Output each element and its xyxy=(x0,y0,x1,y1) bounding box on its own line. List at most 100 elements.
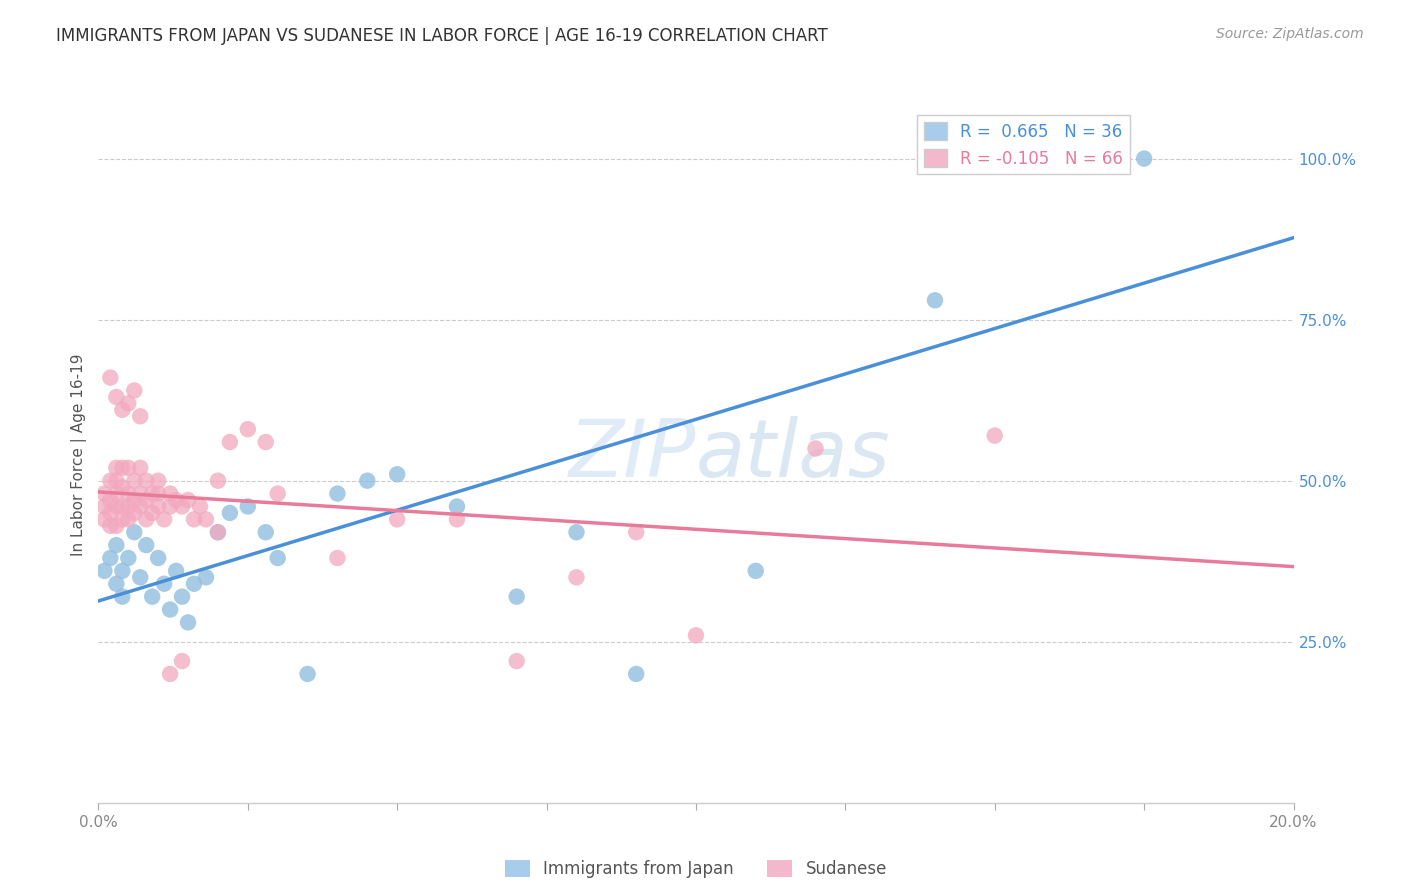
Point xyxy=(124,474,146,488)
Point xyxy=(117,396,139,410)
Point xyxy=(117,500,139,514)
Y-axis label: In Labor Force | Age 16-19: In Labor Force | Age 16-19 xyxy=(72,353,87,557)
Point xyxy=(129,409,152,424)
Point xyxy=(100,518,122,533)
Point xyxy=(207,525,229,540)
Point xyxy=(124,525,146,540)
Point xyxy=(93,500,115,514)
Point xyxy=(111,480,134,494)
Point xyxy=(148,474,170,488)
Text: Source: ZipAtlas.com: Source: ZipAtlas.com xyxy=(1216,27,1364,41)
Point xyxy=(93,486,115,500)
Point xyxy=(124,493,146,508)
Point xyxy=(565,525,588,540)
Point xyxy=(195,570,218,584)
Point xyxy=(165,493,187,508)
Point xyxy=(100,474,122,488)
Text: IMMIGRANTS FROM JAPAN VS SUDANESE IN LABOR FORCE | AGE 16-19 CORRELATION CHART: IMMIGRANTS FROM JAPAN VS SUDANESE IN LAB… xyxy=(56,27,828,45)
Point xyxy=(165,564,187,578)
Point xyxy=(219,506,242,520)
Point xyxy=(236,500,259,514)
Point xyxy=(111,564,134,578)
Point xyxy=(356,474,378,488)
Text: ZIP: ZIP xyxy=(568,416,696,494)
Point xyxy=(1133,152,1156,166)
Point xyxy=(159,602,181,616)
Point xyxy=(141,486,163,500)
Point xyxy=(93,564,115,578)
Point xyxy=(177,615,200,630)
Point xyxy=(385,467,409,482)
Point xyxy=(685,628,707,642)
Point xyxy=(446,512,468,526)
Point xyxy=(129,486,152,500)
Point xyxy=(326,486,349,500)
Point xyxy=(177,493,200,508)
Point xyxy=(984,428,1007,442)
Point xyxy=(172,590,194,604)
Point xyxy=(105,538,128,552)
Point xyxy=(105,518,128,533)
Point xyxy=(565,570,588,584)
Point xyxy=(105,500,128,514)
Point xyxy=(111,512,134,526)
Point xyxy=(506,590,529,604)
Point xyxy=(254,435,277,450)
Point xyxy=(105,486,128,500)
Point xyxy=(135,538,157,552)
Point xyxy=(129,460,152,475)
Point xyxy=(207,474,229,488)
Point xyxy=(117,486,139,500)
Point xyxy=(105,390,128,404)
Point xyxy=(172,500,194,514)
Point xyxy=(254,525,277,540)
Point xyxy=(267,486,290,500)
Point xyxy=(183,576,205,591)
Point xyxy=(219,435,242,450)
Point xyxy=(105,474,128,488)
Point xyxy=(105,576,128,591)
Point xyxy=(297,667,319,681)
Point xyxy=(105,460,128,475)
Point xyxy=(153,512,176,526)
Point xyxy=(111,460,134,475)
Point xyxy=(924,293,946,308)
Point xyxy=(100,493,122,508)
Point xyxy=(100,551,122,566)
Point xyxy=(148,486,170,500)
Point xyxy=(183,512,205,526)
Point xyxy=(111,402,134,417)
Point xyxy=(141,506,163,520)
Point xyxy=(153,576,176,591)
Point xyxy=(124,506,146,520)
Point xyxy=(236,422,259,436)
Point xyxy=(446,500,468,514)
Point xyxy=(626,525,648,540)
Point xyxy=(148,500,170,514)
Point xyxy=(100,370,122,384)
Point xyxy=(111,500,134,514)
Point xyxy=(93,512,115,526)
Point xyxy=(117,551,139,566)
Point xyxy=(141,590,163,604)
Point xyxy=(117,512,139,526)
Point xyxy=(135,474,157,488)
Text: atlas: atlas xyxy=(696,416,891,494)
Legend: R =  0.665   N = 36, R = -0.105   N = 66: R = 0.665 N = 36, R = -0.105 N = 66 xyxy=(917,115,1130,174)
Point xyxy=(100,506,122,520)
Point xyxy=(135,512,157,526)
Point xyxy=(129,570,152,584)
Point xyxy=(135,493,157,508)
Point xyxy=(267,551,290,566)
Point xyxy=(148,551,170,566)
Point xyxy=(188,500,211,514)
Point xyxy=(124,384,146,398)
Point xyxy=(159,500,181,514)
Point xyxy=(745,564,768,578)
Point xyxy=(804,442,827,456)
Point xyxy=(1043,152,1066,166)
Point xyxy=(626,667,648,681)
Point xyxy=(195,512,218,526)
Point xyxy=(111,590,134,604)
Point xyxy=(207,525,229,540)
